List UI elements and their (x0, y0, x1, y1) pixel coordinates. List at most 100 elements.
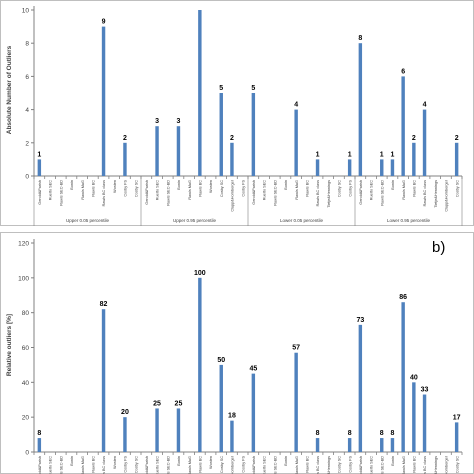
x-tick-label: Cosby FS (241, 456, 245, 473)
y-tick-label: 80 (22, 310, 30, 317)
bar-data-label: 8 (348, 430, 352, 437)
bar (37, 159, 42, 176)
y-tick-label: 8 (25, 41, 29, 48)
x-tick-label: Ruerto SEC (49, 180, 53, 201)
x-tick-label: Rawls BC (198, 456, 202, 473)
bar-data-label: 50 (217, 357, 225, 364)
x-tick-label: Wosten (113, 180, 117, 193)
bar (219, 93, 223, 176)
y-tick-label: 2 (25, 140, 29, 147)
x-tick-label: Rawls MaG (188, 180, 192, 200)
x-tick-label: Cosby SC (455, 180, 459, 197)
bar-data-label: 4 (423, 102, 427, 109)
bar-data-label: 40 (410, 374, 418, 381)
bar (155, 408, 159, 452)
bar-data-label: 8 (390, 430, 394, 437)
x-tick-label: Tietje&Hennings (434, 456, 438, 474)
group-label: Lower 0.95 percentile (387, 218, 431, 223)
bar-data-label: 25 (175, 400, 183, 407)
bar-data-label: 4 (294, 102, 298, 109)
x-tick-label: Bonin (177, 180, 181, 190)
bar (176, 408, 181, 452)
y-axis-title-b: Relative outliers [%] (6, 314, 13, 376)
x-tick-label: Rawls BC (412, 180, 416, 197)
group-label: Lower 0.05 percentile (280, 218, 324, 223)
x-tick-label: Wosten (209, 180, 213, 193)
x-tick-label: Gerold&Parish (38, 456, 42, 474)
x-tick-label: Bonin (70, 180, 74, 190)
x-tick-label: Rawls SEC-BD (166, 180, 170, 206)
bar (454, 422, 459, 452)
chart-panel-a: Absolute Number of Outliers 0 2 4 6 8 10 1 Gero… (0, 0, 474, 226)
x-tick-label: Gerold&Parish (145, 456, 149, 474)
x-tick-label: Rawls SEC-BD (59, 180, 63, 206)
bar (37, 438, 42, 452)
bar (390, 159, 395, 176)
bar-data-label: 1 (37, 151, 41, 158)
y-tick-label: 40 (22, 380, 30, 387)
bar-data-label: 3 (155, 118, 159, 125)
bar-data-label: 2 (412, 135, 416, 142)
x-tick-label: Rawls SEC-BD (273, 180, 277, 206)
bar (454, 142, 459, 176)
bar-data-label: 8 (316, 430, 320, 437)
bar-data-label: 3 (176, 118, 180, 125)
bar-data-label: 57 (292, 345, 300, 352)
x-tick-label: Gerold&Parish (38, 180, 42, 205)
bar-data-label: 73 (356, 317, 364, 324)
x-tick-label: Tietje&Hennings (327, 180, 331, 208)
x-tick-label: Rawls MaG (402, 180, 406, 200)
y-axis-title-a: Absolute Number of Outliers (6, 45, 13, 134)
y-tick-label: 0 (25, 174, 29, 181)
bar (198, 277, 202, 452)
bar (401, 76, 405, 176)
x-tick-label: Bonin (284, 180, 288, 190)
bar-data-label: 2 (230, 135, 234, 142)
panel-label-b: b) (432, 239, 445, 256)
x-tick-label: Ruerto SEC (370, 180, 374, 201)
x-tick-label: Rawls BC (412, 456, 416, 473)
x-tick-label: Rawls SEC-BD (380, 456, 384, 474)
bar-data-label: 18 (228, 413, 236, 420)
x-tick-label: Rawls BC class (316, 180, 320, 206)
x-tick-label: Cosby FS (348, 456, 352, 473)
bar (251, 93, 256, 176)
x-tick-label: Rawls MaG (188, 456, 192, 474)
x-tick-label: Bonin (284, 456, 288, 466)
x-tick-label: Cosby SC (338, 456, 342, 473)
bar-data-label: 1 (390, 151, 394, 158)
y-tick-label: 20 (22, 415, 30, 422)
x-tick-label: Cosby SC (134, 456, 138, 473)
x-tick-label: Tietje&Hennings (327, 456, 331, 474)
x-tick-label: Bonin (177, 456, 181, 466)
bar-data-label: 2 (455, 135, 459, 142)
y-tick-label: 60 (22, 345, 30, 352)
bar (315, 438, 320, 452)
bar (123, 142, 127, 176)
x-tick-label: Rawls SEC-BD (273, 456, 277, 474)
bar (380, 159, 384, 176)
chart-panel-b: b) Relative outliers [%] 0 20 40 60 80 100 120… (0, 232, 474, 474)
x-tick-label: Rawls BC class (102, 180, 106, 206)
x-tick-label: Ruerto SEC (156, 180, 160, 201)
x-tick-label: Ruerto SEC (263, 456, 267, 474)
x-tick-label: Clapp&Hornberger (445, 179, 449, 211)
bar-data-label: 82 (100, 301, 108, 308)
x-tick-label: Rawls MaG (295, 456, 299, 474)
bar-data-label: 8 (37, 430, 41, 437)
bar (358, 324, 363, 452)
bar (123, 417, 127, 452)
x-tick-label: Rawls BC (91, 456, 95, 473)
x-tick-label: Rawls BC class (423, 456, 427, 474)
x-tick-label: Gerold&Parish (359, 456, 363, 474)
bar (412, 382, 416, 452)
x-tick-label: Cosby SC (455, 456, 459, 473)
bar (294, 109, 298, 176)
y-tick-label: 4 (25, 107, 29, 114)
x-tick-label: Tietje&Hennings (434, 180, 438, 208)
group-label: Upper 0.05 percentile (66, 218, 110, 223)
x-tick-label: Wosten (209, 456, 213, 469)
x-tick-label: Bonin (391, 456, 395, 466)
bar-data-label: 1 (316, 151, 320, 158)
